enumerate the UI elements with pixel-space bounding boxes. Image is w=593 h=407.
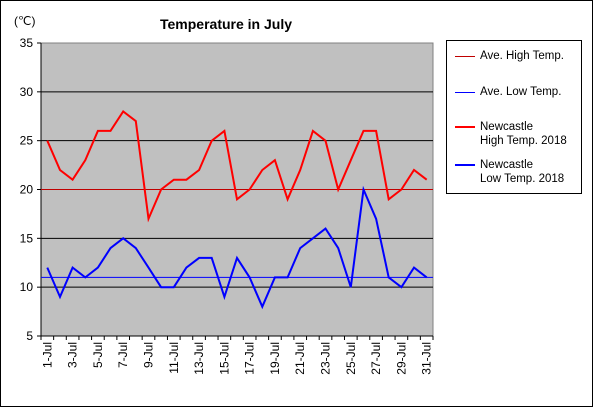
x-tick-label: 9-Jul — [141, 342, 155, 368]
series-line-2 — [46, 109, 428, 223]
legend-item-ave-low: Ave. Low Temp. — [447, 79, 581, 109]
legend-swatch-ave-low — [455, 92, 475, 93]
y-tick-label: 10 — [20, 280, 34, 294]
legend-item-ave-high: Ave. High Temp. — [447, 43, 581, 73]
x-tick-label: 27-Jul — [369, 342, 383, 375]
x-tick-label: 15-Jul — [217, 342, 231, 375]
legend-label-ave-low: Ave. Low Temp. — [480, 86, 562, 98]
x-tick-label: 17-Jul — [243, 342, 257, 375]
x-tick-label: 3-Jul — [66, 342, 80, 368]
x-tick-label: 7-Jul — [116, 342, 130, 368]
x-tick-label: 21-Jul — [293, 342, 307, 375]
y-tick-label: 25 — [20, 134, 34, 148]
unit-label: (℃) — [14, 14, 36, 28]
y-tick-label: 5 — [26, 329, 33, 343]
x-tick-label: 5-Jul — [91, 342, 105, 368]
y-tick-label: 35 — [20, 36, 34, 50]
x-tick-label: 13-Jul — [192, 342, 206, 375]
legend-swatch-newcastle-low — [455, 164, 475, 166]
legend-swatch-ave-high — [455, 56, 475, 57]
x-tick-label: 23-Jul — [319, 342, 333, 375]
legend-swatch-newcastle-high — [455, 126, 475, 128]
series-line-3 — [46, 185, 428, 310]
x-tick-label: 29-Jul — [394, 342, 408, 375]
legend: Ave. High Temp. Ave. Low Temp. Newcastle… — [446, 40, 582, 194]
legend-label-newcastle-low: Newcastle Low Temp. 2018 — [480, 159, 565, 185]
x-tick-label: 19-Jul — [268, 342, 282, 375]
legend-label-ave-high: Ave. High Temp. — [480, 50, 564, 62]
y-tick-label: 15 — [20, 231, 34, 245]
x-tick-label: 1-Jul — [40, 342, 54, 368]
chart-title: Temperature in July — [160, 16, 293, 32]
x-tick-label: 31-Jul — [420, 342, 434, 375]
legend-item-newcastle-high: Newcastle High Temp. 2018 — [447, 119, 581, 149]
legend-item-newcastle-low: Newcastle Low Temp. 2018 — [447, 157, 581, 187]
x-tick-label: 25-Jul — [344, 342, 358, 375]
y-tick-label: 30 — [20, 85, 34, 99]
legend-label-newcastle-high: Newcastle High Temp. 2018 — [480, 121, 567, 147]
y-tick-label: 20 — [20, 183, 34, 197]
x-tick-label: 11-Jul — [167, 342, 181, 374]
